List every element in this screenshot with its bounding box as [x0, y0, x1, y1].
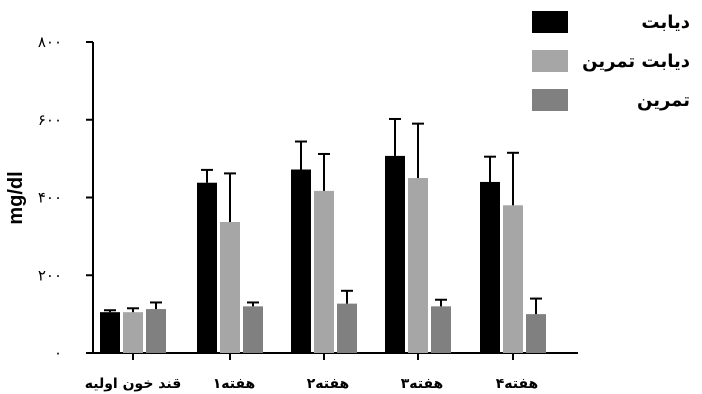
x-tick-label: هفته۴: [496, 376, 539, 392]
bar: [123, 312, 143, 353]
legend-swatch: [532, 50, 568, 72]
legend-label: دیابت تمرین: [582, 51, 690, 72]
y-tick-label: ۶۰۰: [38, 111, 62, 129]
y-tick-label: ۴۰۰: [38, 189, 62, 207]
bar: [408, 178, 428, 353]
bar: [197, 182, 217, 353]
bar: [243, 306, 263, 353]
x-tick-label: هفته۱: [213, 376, 256, 392]
x-tick-label: هفته۳: [401, 376, 444, 392]
y-tick-label: ۲۰۰: [38, 266, 62, 284]
legend-swatch: [532, 89, 568, 111]
bar: [337, 303, 357, 353]
legend-swatch: [532, 11, 568, 33]
bar: [314, 190, 334, 353]
legend-label: تمرین: [637, 90, 690, 111]
bar: [291, 169, 311, 353]
bar: [526, 314, 546, 353]
legend-label: دیابت: [641, 12, 690, 33]
bar: [503, 205, 523, 353]
bars: [100, 117, 546, 353]
bar: [146, 309, 166, 353]
y-tick-label: ۰: [54, 344, 62, 362]
y-tick-label: ۸۰۰: [38, 33, 62, 51]
bar: [385, 155, 405, 353]
legend: دیابت دیابت تمرین تمرین: [532, 11, 690, 111]
x-tick-label: قند خون اولیه: [85, 376, 182, 392]
axes: ۰ ۲۰۰ ۴۰۰ ۶۰۰ ۸۰۰ mg/dl قند خون اولیه هفته۱ هفته…: [5, 33, 578, 392]
bar: [480, 181, 500, 353]
bar: [100, 312, 120, 353]
bar: [431, 306, 451, 353]
y-axis-label: mg/dl: [5, 171, 27, 224]
x-tick-label: هفته۲: [307, 376, 350, 392]
bar: [220, 221, 240, 353]
